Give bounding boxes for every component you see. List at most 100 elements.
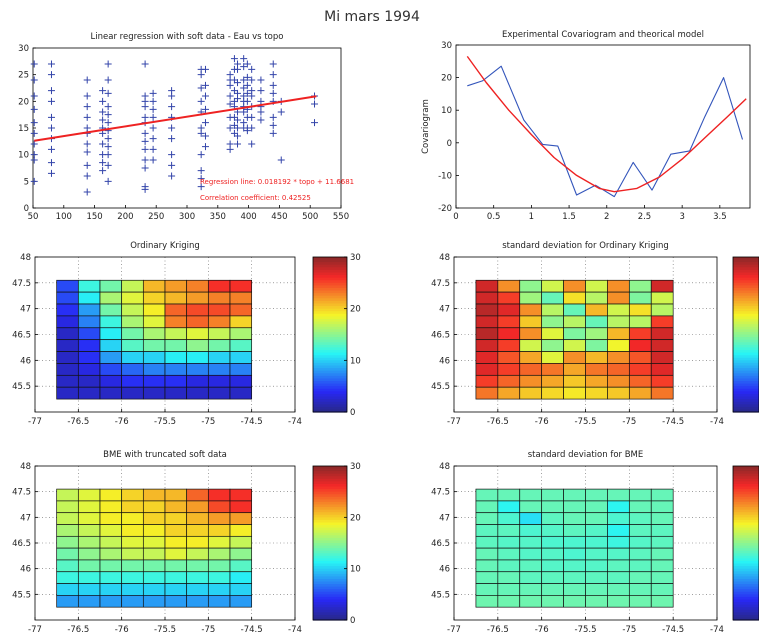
- heatmap-cell: [585, 595, 608, 608]
- colorbar-segment: [733, 560, 759, 565]
- heatmap-cell: [142, 500, 166, 514]
- heatmap-cell: [541, 351, 564, 364]
- colorbar-segment: [733, 311, 759, 315]
- data-point: [99, 129, 107, 137]
- heatmap-cell: [650, 535, 674, 549]
- colorbar-segment: [313, 295, 347, 299]
- x-tick-label: -76: [535, 625, 549, 635]
- colorbar-segment: [313, 599, 347, 603]
- data-point: [248, 140, 256, 148]
- heatmap-cell: [541, 303, 564, 317]
- model-curve: [466, 55, 747, 193]
- data-point: [240, 108, 248, 116]
- heatmap-cell: [99, 524, 123, 537]
- heatmap-cell: [628, 303, 652, 317]
- heatmap-cell: [186, 303, 209, 317]
- heatmap-cell: [207, 524, 231, 537]
- correlation-annotation: Correlation coefficient: 0.42525: [200, 194, 311, 202]
- heatmap-cell: [497, 583, 521, 596]
- colorbar-segment: [733, 514, 759, 518]
- colorbar-segment: [313, 527, 347, 531]
- heatmap-cell: [186, 571, 209, 584]
- heatmap-cell: [497, 595, 521, 608]
- heatmap-cell: [541, 595, 564, 608]
- colorbar-segment: [313, 365, 347, 369]
- data-point: [99, 87, 107, 95]
- x-tick-label: 500: [302, 212, 318, 222]
- heatmap-cell: [585, 303, 608, 317]
- colorbar-segment: [313, 517, 347, 521]
- heatmap-cell: [519, 374, 543, 388]
- data-point: [141, 164, 149, 172]
- heatmap-cell: [142, 315, 166, 329]
- heatmap-cell: [77, 547, 101, 561]
- heatmap-cell: [207, 386, 231, 400]
- colorbar-segment: [313, 496, 347, 500]
- data-point: [201, 65, 209, 73]
- x-tick-label: -76.5: [67, 625, 89, 635]
- colorbar-segment: [313, 321, 347, 325]
- data-point: [197, 129, 205, 137]
- heatmap-cell: [186, 535, 209, 549]
- heatmap-cell: [563, 595, 586, 608]
- heatmap-cell: [99, 500, 123, 514]
- colorbar-segment: [313, 311, 347, 315]
- colorbar-segment: [733, 466, 759, 470]
- colorbar-segment: [733, 578, 759, 583]
- heatmap-cell: [142, 351, 166, 364]
- heatmap-cell: [142, 303, 166, 317]
- data-point: [47, 159, 55, 167]
- heatmap-cell: [519, 512, 543, 525]
- heatmap-cell: [207, 351, 231, 364]
- chart-title: BME with truncated soft data: [103, 450, 227, 460]
- heatmap-cell: [585, 571, 608, 584]
- heatmap-cell: [186, 386, 209, 400]
- data-point: [269, 81, 277, 89]
- y-tick-label: 48: [439, 462, 450, 472]
- heatmap-cell: [77, 583, 101, 596]
- heatmap-cell: [628, 315, 652, 329]
- colorbar-segment: [313, 473, 347, 477]
- colorbar-segment: [733, 342, 759, 346]
- x-tick-label: 400: [240, 212, 256, 222]
- colorbar-segment: [313, 586, 347, 590]
- heatmap-cell: [77, 535, 101, 549]
- heatmap-cell: [56, 524, 79, 537]
- colorbar-segment: [733, 550, 759, 554]
- x-tick-label: -75: [622, 417, 636, 427]
- y-tick-label: 45.5: [431, 590, 450, 600]
- heatmap-cell: [229, 339, 253, 352]
- data-point: [240, 55, 248, 63]
- heatmap-cell: [607, 547, 630, 561]
- colorbar-segment: [313, 532, 347, 536]
- heatmap-cell: [475, 512, 499, 525]
- colorbar-segment: [733, 269, 759, 274]
- data-point: [201, 92, 209, 100]
- heatmap-cell: [585, 351, 608, 364]
- colorbar-segment: [313, 298, 347, 302]
- chart-title: Experimental Covariogram and theorical m…: [502, 30, 704, 40]
- colorbar-segment: [313, 545, 347, 549]
- heatmap-cell: [585, 547, 608, 561]
- heatmap-cell: [475, 315, 499, 329]
- colorbar-segment: [733, 530, 759, 534]
- colorbar-tick-label: 30: [350, 462, 361, 472]
- heatmap-cell: [164, 374, 188, 388]
- heatmap-cell: [229, 351, 253, 364]
- heatmap-cell: [628, 524, 652, 537]
- y-tick-label: 47.5: [12, 279, 31, 289]
- y-tick-label: 30: [441, 41, 452, 51]
- colorbar-segment: [313, 406, 347, 411]
- covariogram-panel: Experimental Covariogram and theorical m…: [421, 30, 751, 222]
- colorbar-segment: [313, 578, 347, 583]
- colorbar-tick-label: 30: [350, 253, 361, 263]
- colorbar-segment: [313, 350, 347, 354]
- heatmap-cell: [475, 291, 499, 305]
- colorbar-segment: [733, 381, 759, 385]
- colorbar-segment: [733, 499, 759, 503]
- heatmap-cell: [650, 559, 674, 573]
- heatmap-cell: [207, 500, 231, 514]
- heatmap-cell: [56, 500, 79, 514]
- heatmap-cell: [585, 327, 608, 341]
- heatmap-cell: [563, 488, 586, 502]
